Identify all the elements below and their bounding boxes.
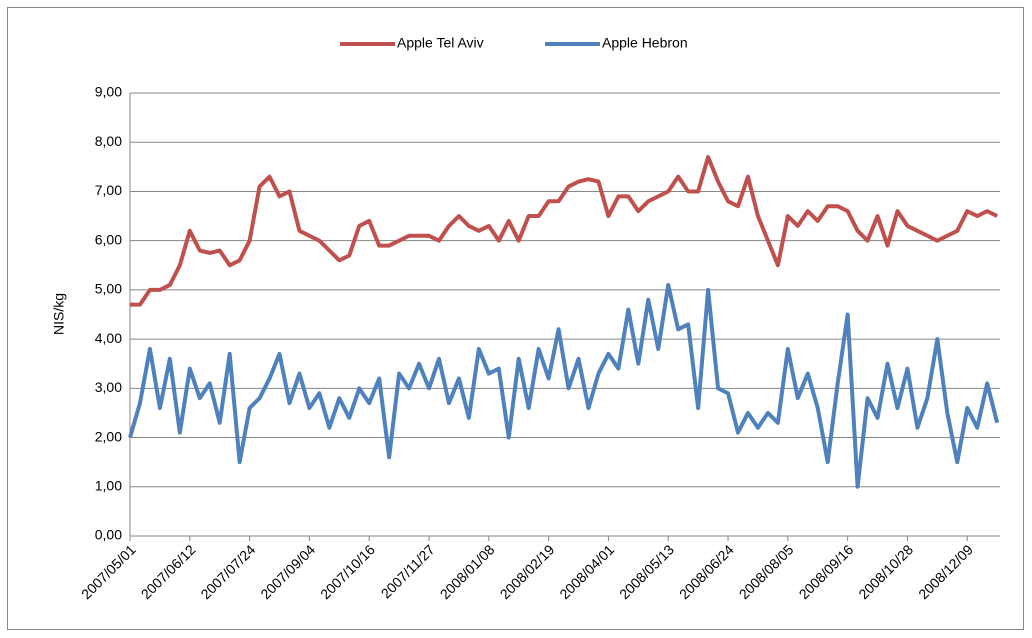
y-tick-label: 1,00 — [95, 477, 122, 493]
y-tick-label: 9,00 — [95, 84, 122, 100]
y-tick-label: 4,00 — [95, 330, 122, 346]
data-line — [130, 154, 999, 307]
y-tick-label: 2,00 — [95, 428, 122, 444]
chart-border — [7, 7, 1024, 630]
y-axis-label: NIS/kg — [51, 293, 67, 335]
y-tick-label: 5,00 — [95, 281, 122, 297]
legend-label: Apple Hebron — [602, 35, 688, 51]
legend-label: Apple Tel Aviv — [397, 35, 484, 51]
y-tick-label: 8,00 — [95, 133, 122, 149]
data-line — [128, 282, 1000, 489]
y-tick-label: 0,00 — [95, 527, 122, 543]
y-tick-label: 7,00 — [95, 182, 122, 198]
y-tick-label: 3,00 — [95, 379, 122, 395]
y-tick-label: 6,00 — [95, 231, 122, 247]
